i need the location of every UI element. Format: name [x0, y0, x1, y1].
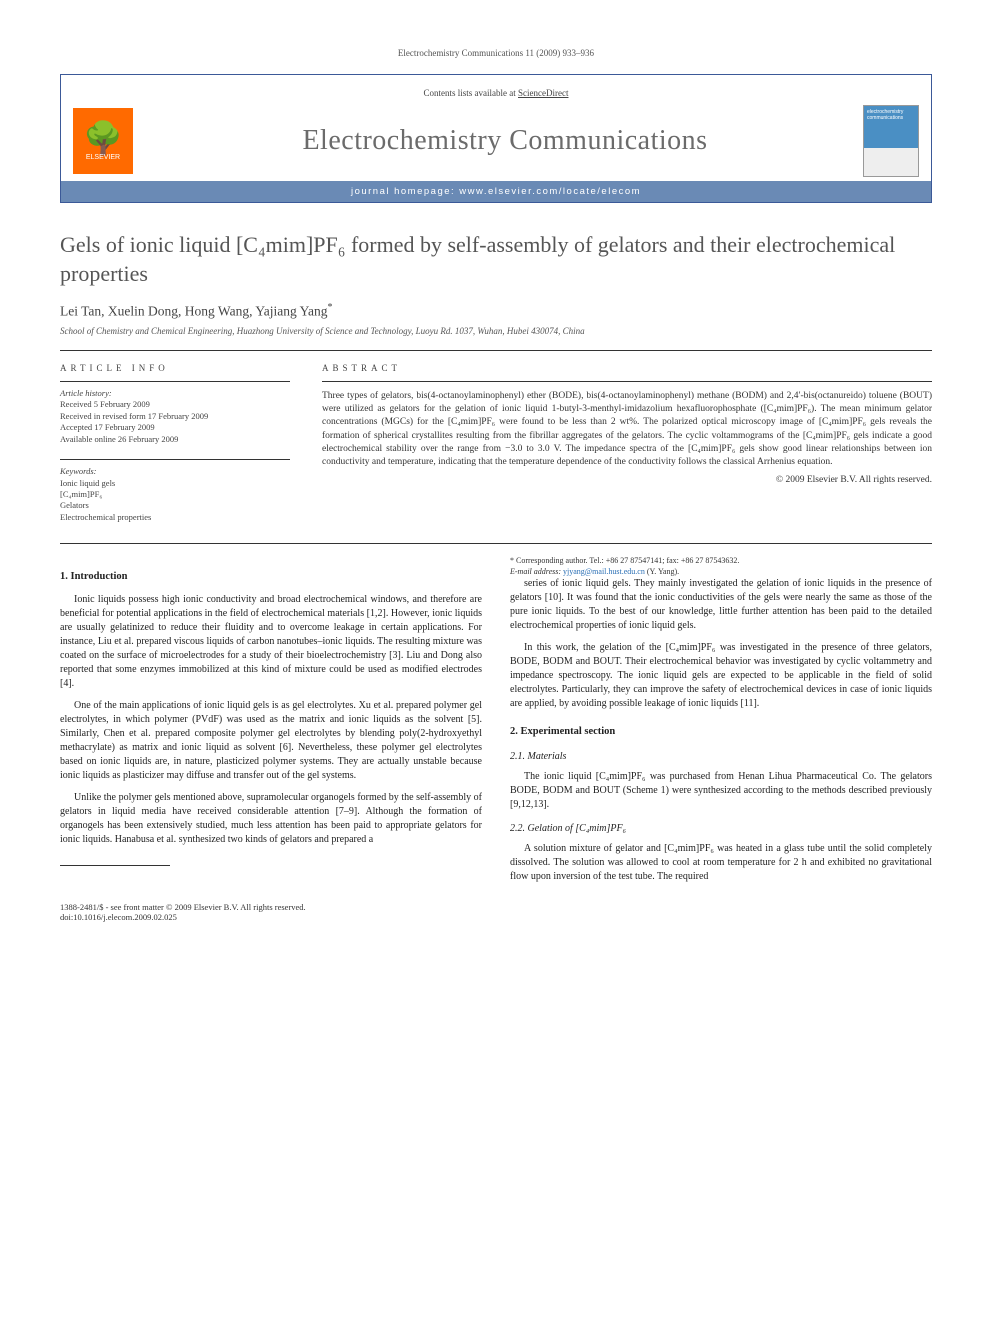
paragraph: The ionic liquid [C₄mim]PF₆ was purchase… — [510, 770, 932, 812]
sciencedirect-link[interactable]: ScienceDirect — [518, 88, 568, 98]
paragraph: One of the main applications of ionic li… — [60, 699, 482, 783]
corresponding-author-footnote: * Corresponding author. Tel.: +86 27 875… — [510, 556, 932, 577]
keyword: Ionic liquid gels — [60, 478, 290, 489]
section-heading: 1. Introduction — [60, 570, 482, 585]
body-text: 1. Introduction Ionic liquids possess hi… — [60, 556, 932, 883]
footer-line-1: 1388-2481/$ - see front matter © 2009 El… — [60, 902, 932, 912]
footnote-separator — [60, 865, 170, 866]
abstract-text: Three types of gelators, bis(4-octanoyla… — [322, 390, 932, 470]
divider-bottom — [60, 543, 932, 544]
footnote-email-label: E-mail address: — [510, 567, 561, 576]
elsevier-tree-icon: 🌳 — [83, 122, 123, 154]
journal-banner: Contents lists available at ScienceDirec… — [60, 74, 932, 203]
article-title: Gels of ionic liquid [C₄mim]PF₆ formed b… — [60, 231, 932, 288]
footnote-corr-line: * Corresponding author. Tel.: +86 27 875… — [510, 556, 932, 566]
abstract-divider — [322, 381, 932, 382]
elsevier-logo: 🌳 ELSEVIER — [73, 108, 133, 174]
history-label: Article history: — [60, 388, 290, 399]
footnote-email-suffix: (Y. Yang). — [647, 567, 679, 576]
keywords-label: Keywords: — [60, 466, 290, 477]
homepage-label: journal homepage: — [351, 186, 459, 197]
elsevier-label: ELSEVIER — [86, 154, 120, 161]
footnote-email-link[interactable]: yjyang@mail.hust.edu.cn — [563, 567, 645, 576]
abstract-column: ABSTRACT Three types of gelators, bis(4-… — [322, 363, 932, 524]
corresponding-author-mark: * — [327, 302, 332, 313]
paragraph: A solution mixture of gelator and [C₄mim… — [510, 842, 932, 884]
info-divider — [60, 381, 290, 382]
footer-copyright: 1388-2481/$ - see front matter © 2009 El… — [60, 902, 932, 922]
abstract-copyright: © 2009 Elsevier B.V. All rights reserved… — [322, 475, 932, 485]
journal-cover-thumbnail: electrochemistry communications — [863, 105, 919, 177]
homepage-url[interactable]: www.elsevier.com/locate/elecom — [459, 186, 641, 197]
online-date: Available online 26 February 2009 — [60, 434, 290, 445]
keyword: [C₄mim]PF₆ — [60, 489, 290, 500]
revised-date: Received in revised form 17 February 200… — [60, 411, 290, 422]
article-info-column: ARTICLE INFO Article history: Received 5… — [60, 363, 290, 524]
keyword: Gelators — [60, 500, 290, 511]
footer-doi: doi:10.1016/j.elecom.2009.02.025 — [60, 912, 932, 922]
divider-top — [60, 350, 932, 351]
paragraph: Unlike the polymer gels mentioned above,… — [60, 791, 482, 847]
accepted-date: Accepted 17 February 2009 — [60, 422, 290, 433]
authors-text: Lei Tan, Xuelin Dong, Hong Wang, Yajiang… — [60, 304, 327, 319]
journal-name: Electrochemistry Communications — [147, 125, 863, 157]
paragraph: Ionic liquids possess high ionic conduct… — [60, 593, 482, 691]
article-info-heading: ARTICLE INFO — [60, 363, 290, 373]
received-date: Received 5 February 2009 — [60, 399, 290, 410]
keyword: Electrochemical properties — [60, 512, 290, 523]
subsection-heading: 2.2. Gelation of [C₄mim]PF₆ — [510, 822, 932, 836]
abstract-heading: ABSTRACT — [322, 363, 932, 373]
contents-prefix: Contents lists available at — [424, 88, 518, 98]
author-list: Lei Tan, Xuelin Dong, Hong Wang, Yajiang… — [60, 302, 932, 320]
header-citation: Electrochemistry Communications 11 (2009… — [60, 48, 932, 58]
section-heading: 2. Experimental section — [510, 725, 932, 740]
paragraph: series of ionic liquid gels. They mainly… — [510, 577, 932, 633]
affiliation: School of Chemistry and Chemical Enginee… — [60, 326, 932, 336]
paragraph: In this work, the gelation of the [C₄mim… — [510, 641, 932, 711]
kw-divider — [60, 459, 290, 460]
subsection-heading: 2.1. Materials — [510, 750, 932, 764]
